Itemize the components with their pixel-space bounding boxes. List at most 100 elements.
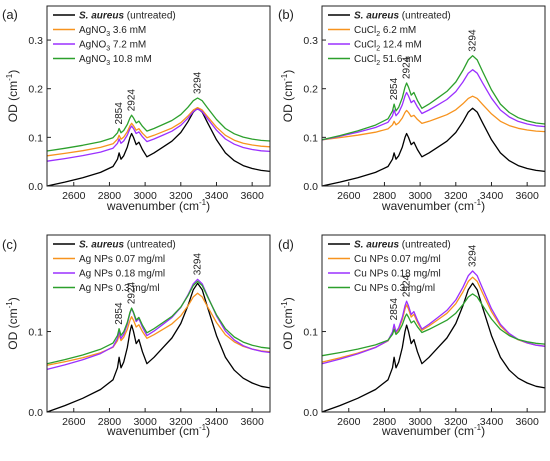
legend-entry: S. aureus (untreated)	[79, 240, 176, 251]
legend-entry: Ag NPs 0.07 mg/ml	[79, 254, 165, 265]
x-tick-label: 3000	[408, 416, 432, 428]
x-tick-label: 3600	[240, 190, 264, 202]
plot-frame	[46, 234, 271, 413]
x-tick-label: 3000	[133, 190, 157, 202]
x-tick-label: 3000	[133, 416, 157, 428]
series-line-3	[46, 278, 271, 371]
panel-label: (c)	[2, 237, 17, 252]
y-tick-label: 0.2	[28, 84, 43, 96]
peak-label-3294: 3294	[193, 71, 204, 94]
y-tick-label: 0.0	[28, 181, 43, 193]
peak-label-2924: 2924	[402, 56, 413, 79]
x-tick-label: 2800	[98, 416, 122, 428]
x-tick-label: 3600	[240, 416, 264, 428]
series-line-1	[46, 282, 271, 413]
plot-frame	[321, 5, 546, 187]
series-line-1	[321, 107, 546, 187]
x-tick-label: 3200	[169, 416, 193, 428]
legend-entry: Cu NPs 0.07 mg/ml	[354, 254, 441, 265]
y-axis-title: OD (cm-1)	[5, 297, 20, 349]
series-line-3	[321, 69, 546, 141]
legend-entry: S. aureus (untreated)	[354, 11, 451, 22]
x-tick-label: 3400	[205, 416, 229, 428]
y-tick-label: 0.0	[303, 407, 318, 419]
legend-entry: S. aureus (untreated)	[79, 11, 176, 22]
y-tick-label: 0.3	[303, 35, 318, 47]
y-tick-label: 0.1	[28, 327, 43, 339]
peak-label-3294: 3294	[193, 253, 204, 276]
x-axis-title: wavenumber (cm-1)	[106, 423, 210, 438]
peak-label-2854: 2854	[389, 298, 400, 321]
legend-entry: AgNO3 10.8 mM	[79, 54, 152, 67]
panel-c: 2600 2800 3000 3200 3400 3600 0.0 0.1 wavenumber…	[2, 234, 271, 438]
series-line-2	[321, 95, 546, 141]
panel-label: (b)	[278, 7, 294, 22]
legend-entry: AgNO3 3.6 mM	[79, 25, 146, 38]
x-tick-label: 2600	[337, 416, 361, 428]
x-axis-title: wavenumber (cm-1)	[381, 198, 485, 213]
legend-entry: Cu NPs 0.18 mg/ml	[354, 269, 441, 280]
x-tick-label: 3400	[205, 190, 229, 202]
y-tick-label: 0.1	[28, 132, 43, 144]
y-tick-label: 0.1	[303, 132, 318, 144]
series-line-1	[321, 282, 546, 413]
peak-label-3294: 3294	[468, 29, 479, 52]
peak-label-2854: 2854	[389, 77, 400, 100]
x-tick-label: 2600	[337, 190, 361, 202]
series-line-3	[321, 270, 546, 365]
legend-entry: S. aureus (untreated)	[354, 240, 451, 251]
x-tick-label: 3200	[444, 416, 468, 428]
panel-label: (a)	[2, 7, 18, 22]
x-tick-label: 2600	[62, 190, 86, 202]
legend-entry: Cu NPs 0.3 mg/ml	[354, 283, 435, 294]
panel-b: 2600 2800 3000 3200 3400 3600 0.0 0.1 0.2 0.3 wave…	[278, 5, 546, 213]
panel-a: 2600 2800 3000 3200 3400 3600 0.0 0.1 0.2 0.3 wave…	[2, 5, 271, 213]
legend-entry: CuCl2 12.4 mM	[354, 40, 422, 53]
panel-label: (d)	[278, 237, 294, 252]
x-tick-label: 3600	[515, 416, 539, 428]
series-line-2	[46, 292, 271, 366]
peak-label-3294: 3294	[468, 244, 479, 267]
y-axis-title: OD (cm-1)	[5, 70, 20, 122]
x-axis-title: wavenumber (cm-1)	[381, 423, 485, 438]
legend-entry: CuCl2 51.6 mM	[354, 54, 422, 67]
plot-frame	[46, 5, 271, 187]
series-line-4	[46, 280, 271, 365]
legend-entry: CuCl2 6.2 mM	[354, 25, 416, 38]
legend-entry: Ag NPs 0.18 mg/ml	[79, 269, 165, 280]
y-tick-label: 0.0	[303, 181, 318, 193]
peak-label-2924: 2924	[127, 89, 138, 112]
peak-label-2854: 2854	[114, 302, 125, 325]
y-tick-label: 0.2	[303, 84, 318, 96]
x-tick-label: 2800	[98, 190, 122, 202]
y-axis-title: OD (cm-1)	[280, 297, 295, 349]
x-tick-label: 2800	[373, 416, 397, 428]
peak-label-2854: 2854	[114, 102, 125, 125]
y-tick-label: 0.1	[303, 327, 318, 339]
series-line-4	[46, 97, 271, 152]
x-tick-label: 3400	[480, 416, 504, 428]
peak-label-2924: 2924	[402, 274, 413, 297]
series-line-4	[321, 293, 546, 357]
x-tick-label: 3200	[169, 190, 193, 202]
x-tick-label: 3000	[408, 190, 432, 202]
x-tick-label: 3400	[480, 190, 504, 202]
x-tick-label: 2600	[62, 416, 86, 428]
legend-entry: Ag NPs 0.3 mg/ml	[79, 283, 160, 294]
series-line-1	[46, 107, 271, 187]
series-line-3	[46, 108, 271, 162]
peak-label-2924: 2924	[127, 281, 138, 304]
legend-entry: AgNO3 7.2 mM	[79, 40, 146, 53]
series-line-2	[46, 106, 271, 157]
panel-d: 2600 2800 3000 3200 3400 3600 0.0 0.1 wavenumber…	[278, 234, 546, 438]
y-axis-title: OD (cm-1)	[280, 70, 295, 122]
x-axis-title: wavenumber (cm-1)	[106, 198, 210, 213]
series-line-4	[321, 55, 546, 141]
y-tick-label: 0.3	[28, 35, 43, 47]
plot-frame	[321, 234, 546, 413]
y-tick-label: 0.0	[28, 407, 43, 419]
x-tick-label: 2800	[373, 190, 397, 202]
x-tick-label: 3600	[515, 190, 539, 202]
x-tick-label: 3200	[444, 190, 468, 202]
